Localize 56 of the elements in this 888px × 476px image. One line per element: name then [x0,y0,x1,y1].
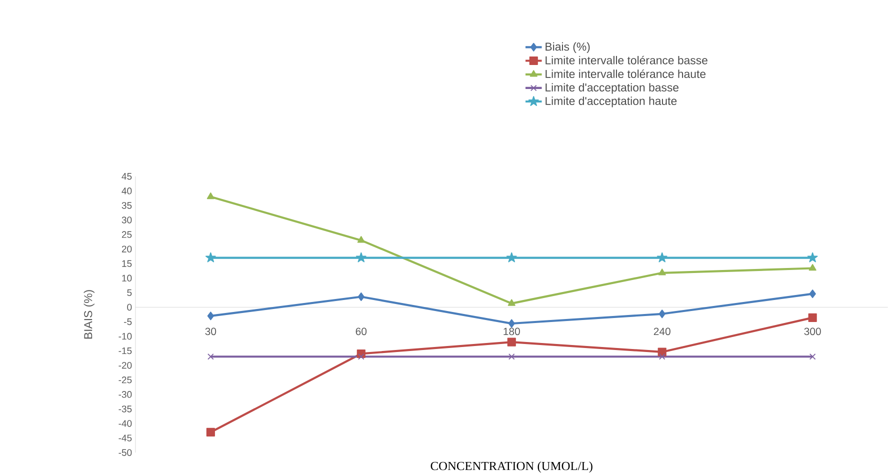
y-tick-label: 5 [127,289,132,296]
y-tick-label: 35 [122,202,132,209]
x-tick-label: 240 [654,328,670,336]
y-tick-label: -45 [118,434,132,442]
y-tick-label: 40 [122,188,132,194]
y-tick-label: -15 [118,348,132,354]
point [206,192,214,200]
point [809,354,816,360]
x-tick-label: 300 [804,328,821,336]
point [358,292,364,302]
point [356,252,366,262]
legend-label: Limite d'acceptation haute [546,96,677,108]
point [508,319,515,328]
point [207,312,214,320]
legend-label: Limite d'acceptation basse [546,83,678,94]
y-tick-label: -25 [118,376,132,384]
y-tick-label: 0 [127,304,132,311]
y-tick-label: -50 [118,449,132,456]
point [658,268,666,276]
y-tick-label: 45 [122,173,132,180]
y-tick-label: -40 [118,420,132,427]
point [506,252,517,262]
x-tick-label: 60 [356,328,367,336]
point [208,354,214,360]
y-tick-label: -30 [118,391,132,398]
y-tick-label: -20 [118,362,132,369]
point [658,348,666,356]
y-tick-label: 15 [122,260,132,267]
point [507,338,516,346]
legend-label: Biais (%) [546,42,590,53]
legend-label: Limite intervalle tolérance haute [546,70,706,78]
point [205,252,216,262]
y-tick-label: 30 [122,216,132,224]
point [808,313,817,322]
y-tick-label: 10 [122,274,132,282]
x-tick-label: 30 [205,328,216,336]
y-tick-label: 20 [122,246,132,252]
legend-label: Limite intervalle tolérance basse [546,56,708,64]
y-tick-label: 25 [122,231,132,238]
point [508,354,515,360]
point [808,264,816,271]
y-tick-label: -5 [124,318,132,326]
y-tick-label: -10 [118,332,132,340]
point [357,236,365,243]
y-axis-title: BIAIS (%) [84,290,94,339]
y-tick-label: -35 [118,406,132,412]
point [658,354,666,360]
x-tick-label: 180 [504,328,520,336]
point [508,299,516,306]
point [658,310,666,318]
x-axis-title: CONCENTRATION (UMOL/L) [430,462,592,473]
point [809,290,816,298]
point [206,428,215,437]
point [656,252,668,262]
point [807,252,818,262]
point [358,354,364,360]
